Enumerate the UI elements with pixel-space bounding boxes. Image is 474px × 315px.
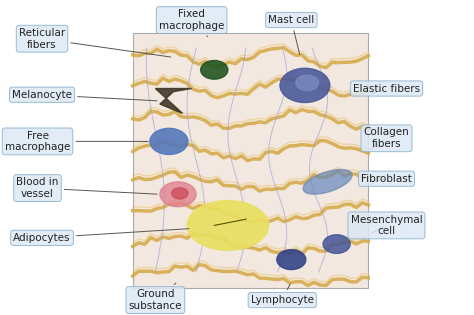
Text: Elastic fibers: Elastic fibers	[353, 83, 420, 94]
FancyBboxPatch shape	[133, 32, 368, 288]
Circle shape	[160, 182, 196, 207]
Ellipse shape	[303, 169, 352, 194]
Text: Fibroblast: Fibroblast	[361, 174, 412, 184]
Circle shape	[280, 68, 330, 102]
Text: Free
macrophage: Free macrophage	[5, 131, 148, 152]
Text: Reticular
fibers: Reticular fibers	[19, 28, 171, 57]
Text: Lymphocyte: Lymphocyte	[251, 284, 314, 305]
Text: Collagen
fibers: Collagen fibers	[364, 128, 410, 149]
Circle shape	[323, 235, 350, 253]
Text: Ground
substance: Ground substance	[128, 283, 182, 311]
Text: Adipocytes: Adipocytes	[13, 229, 189, 243]
Text: Mast cell: Mast cell	[268, 15, 314, 55]
Circle shape	[150, 128, 188, 154]
Text: Fixed
macrophage: Fixed macrophage	[159, 9, 224, 37]
Circle shape	[277, 250, 306, 270]
Circle shape	[201, 60, 228, 79]
Circle shape	[172, 188, 188, 199]
Text: Blood in
vessel: Blood in vessel	[16, 177, 157, 199]
Ellipse shape	[187, 201, 269, 250]
Text: Melanocyte: Melanocyte	[12, 90, 157, 101]
Polygon shape	[155, 89, 191, 113]
Text: Mesenchymal
cell: Mesenchymal cell	[351, 215, 422, 236]
Circle shape	[296, 75, 319, 91]
